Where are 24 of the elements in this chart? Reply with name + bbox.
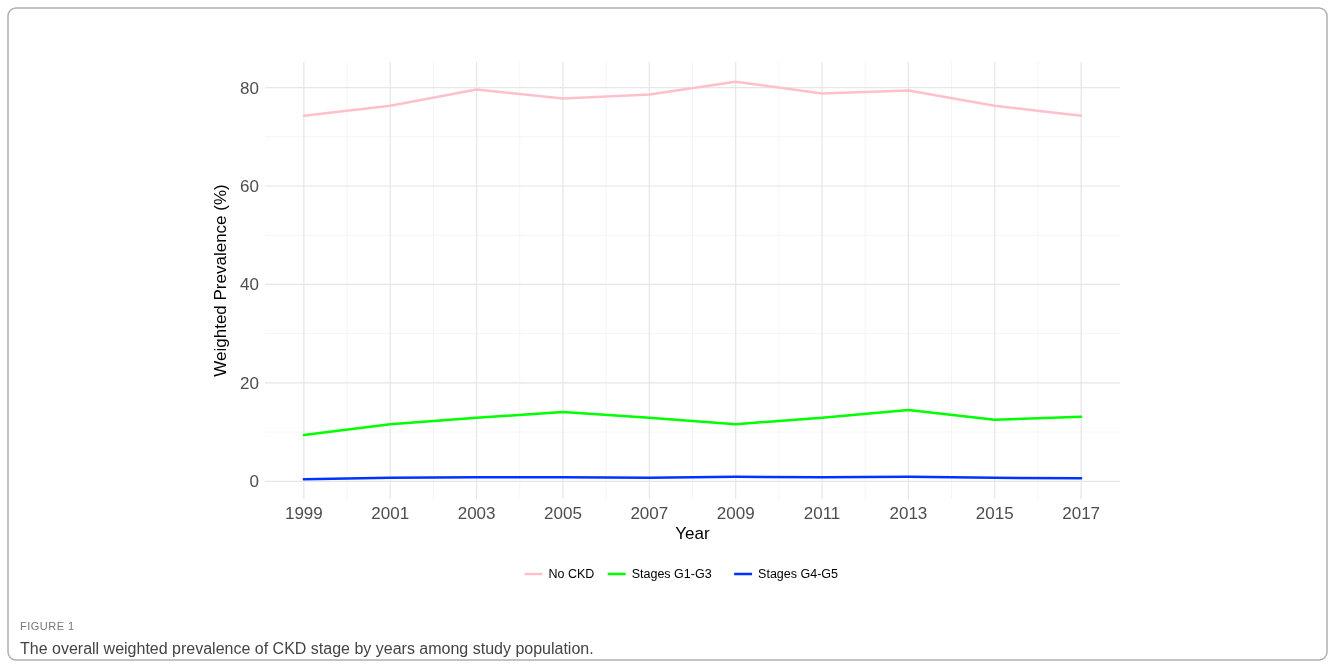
- x-tick-label: 1999: [284, 504, 323, 523]
- y-tick-label: 60: [240, 176, 259, 196]
- y-tick-label: 20: [240, 373, 259, 393]
- x-axis-title: Year: [675, 524, 711, 543]
- y-tick-label: 80: [240, 78, 259, 98]
- legend-label: Stages G4-G5: [758, 567, 839, 582]
- y-tick-label: 0: [249, 472, 259, 492]
- x-tick-label: 2015: [975, 504, 1014, 523]
- legend-label: No CKD: [548, 567, 595, 582]
- x-tick-label: 2001: [371, 504, 410, 523]
- text: The overall weighted prevalence of CKD stage by years among study population.: [20, 640, 594, 657]
- x-tick-label: 2013: [889, 504, 928, 523]
- x-tick-label: 2011: [803, 504, 841, 523]
- line-series: [302, 408, 1083, 437]
- x-tick-label: 2007: [630, 504, 669, 523]
- x-tick-label: 2005: [544, 504, 582, 523]
- line-series: [302, 80, 1083, 117]
- y-axis-title: Weighted Prevalence (%): [211, 184, 230, 377]
- x-tick-label: 2003: [457, 504, 496, 523]
- legend-label: Stages G1-G3: [631, 567, 712, 582]
- x-tick-label: 2009: [716, 504, 755, 523]
- y-tick-label: 40: [240, 275, 259, 295]
- x-tick-label: 2017: [1062, 504, 1101, 523]
- caption: FIGURE 1: [20, 620, 75, 632]
